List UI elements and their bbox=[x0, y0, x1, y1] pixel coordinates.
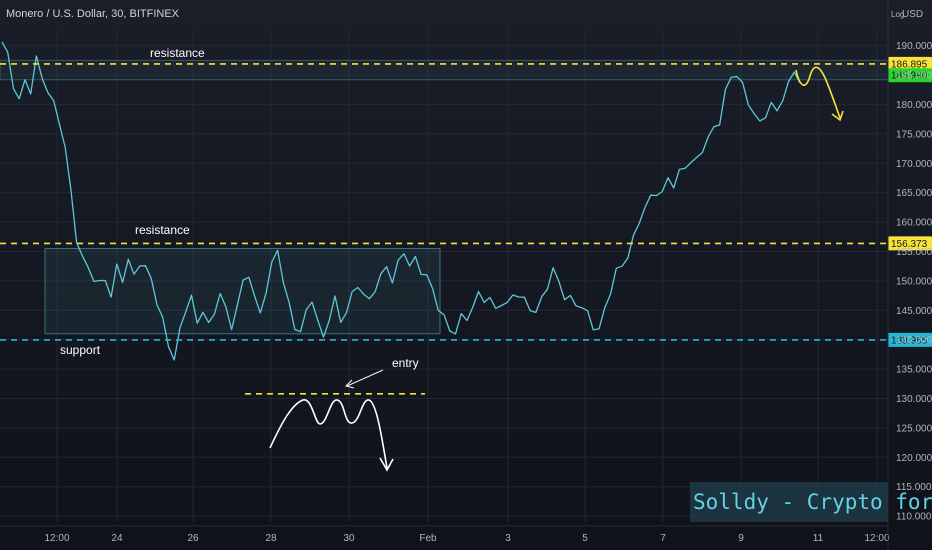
down-arrow-head-white bbox=[379, 457, 394, 472]
x-tick-label: Feb bbox=[419, 533, 437, 544]
watermark-text: Solldy - Crypto for U bbox=[693, 490, 932, 514]
y-tick-label: 160.000 bbox=[896, 218, 932, 229]
y-tick-label: 110.000 bbox=[896, 512, 932, 523]
y-tick-label: 150.000 bbox=[896, 276, 932, 287]
entry-pointer-head bbox=[345, 379, 355, 389]
drawings bbox=[245, 66, 844, 472]
symbol-title: Monero / U.S. Dollar, 30, BITFINEX bbox=[6, 8, 180, 20]
y-tick-label: 125.000 bbox=[896, 423, 932, 434]
level-tag bbox=[888, 236, 932, 251]
x-tick-label: 28 bbox=[265, 533, 277, 544]
level-tag-label: 156.373 bbox=[891, 239, 928, 250]
level-tag-label: 186.895 bbox=[891, 59, 928, 70]
resistance-mid-label: resistance bbox=[135, 223, 190, 237]
x-tick-label: 24 bbox=[111, 533, 123, 544]
y-tick-label: 145.000 bbox=[896, 306, 932, 317]
x-tick-label: 9 bbox=[738, 533, 744, 544]
entry-pointer-line bbox=[346, 369, 384, 387]
down-arrow-head-yellow bbox=[831, 110, 844, 122]
y-tick-label: 115.000 bbox=[896, 482, 932, 493]
x-tick-label: 12:00 bbox=[44, 533, 69, 544]
level-tag-label: 139.965 bbox=[891, 335, 928, 346]
range-box-layer bbox=[0, 59, 890, 335]
x-tick-label: 5 bbox=[582, 533, 588, 544]
y-tick-label: 120.000 bbox=[896, 453, 932, 464]
price-series-line bbox=[1, 41, 801, 361]
projection-curve-yellow bbox=[795, 66, 841, 119]
y-tick-label: 180.000 bbox=[896, 100, 932, 111]
x-tick-label: 12:00 bbox=[864, 533, 889, 544]
level-lines: 186.895 156.373 139.965 185.990 bbox=[0, 56, 932, 347]
series-layer bbox=[1, 41, 801, 361]
projection-pattern-curve bbox=[269, 399, 388, 469]
y-tick-label: 130.000 bbox=[896, 394, 932, 405]
y-tick-label: 185.000 bbox=[896, 71, 932, 82]
currency-label[interactable]: USD bbox=[902, 9, 923, 20]
level-tag bbox=[888, 332, 932, 347]
level-tag bbox=[888, 56, 932, 71]
y-tick-label: 155.000 bbox=[896, 247, 932, 258]
scale-mode-label[interactable]: Log bbox=[891, 10, 904, 19]
x-tick-label: 26 bbox=[187, 533, 199, 544]
resistance-top-label: resistance bbox=[150, 46, 205, 60]
y-tick-label: 135.000 bbox=[896, 365, 932, 376]
x-tick-label: 7 bbox=[660, 533, 666, 544]
x-tick-label: 30 bbox=[343, 533, 355, 544]
grid bbox=[0, 28, 887, 522]
y-tick-label: 190.000 bbox=[896, 41, 932, 52]
x-tick-label: 11 bbox=[813, 533, 824, 544]
consolidation-range-box bbox=[44, 248, 441, 335]
watermark: Solldy - Crypto for U bbox=[690, 482, 932, 522]
watermark-background bbox=[690, 482, 888, 522]
current-price-label: 185.990 bbox=[891, 71, 928, 82]
y-tick-label: 165.000 bbox=[896, 188, 932, 199]
entry-label: entry bbox=[392, 356, 419, 370]
y-tick-label: 140.000 bbox=[896, 335, 932, 346]
current-price-tag bbox=[888, 68, 932, 83]
support-label: support bbox=[60, 343, 101, 357]
y-tick-label: 170.000 bbox=[896, 159, 932, 170]
x-tick-label: 3 bbox=[505, 533, 511, 544]
y-tick-label: 175.000 bbox=[896, 129, 932, 140]
